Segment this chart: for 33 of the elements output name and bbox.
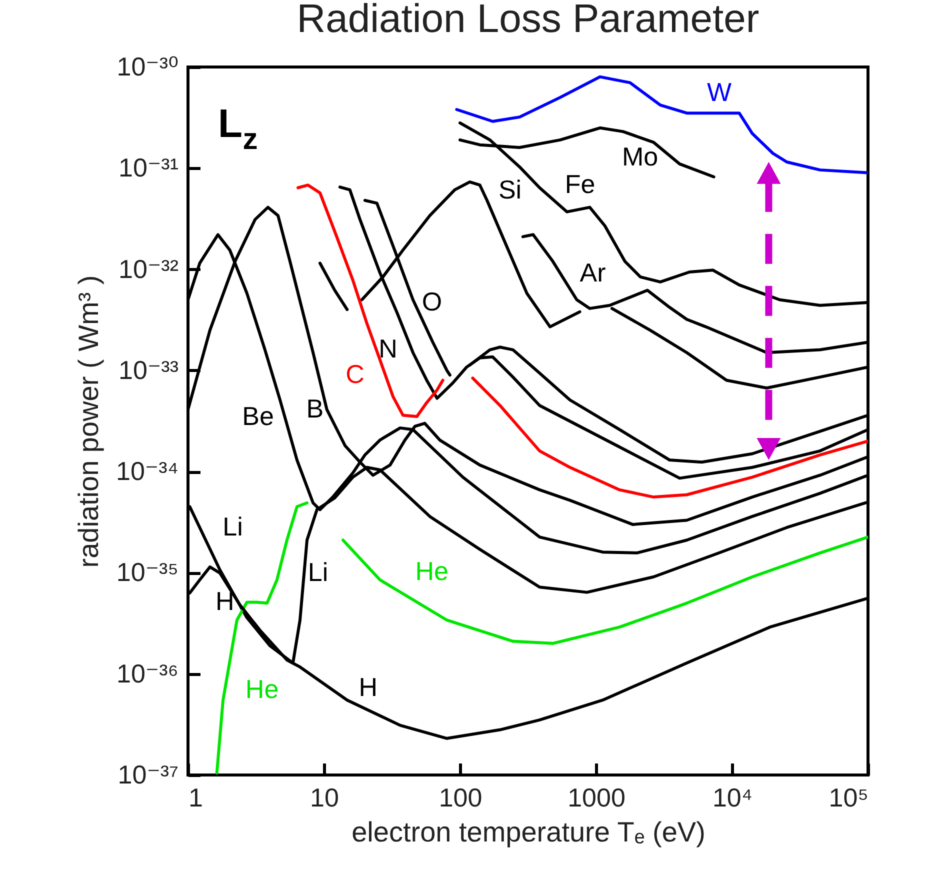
- series-label: H: [216, 586, 234, 616]
- series-label: C: [346, 358, 364, 389]
- text: H: [358, 672, 378, 702]
- y-tick-label: 10⁻³³: [118, 354, 179, 385]
- chart-title: Radiation Loss Parameter: [296, 0, 760, 41]
- series-label: W: [706, 77, 732, 108]
- y-tick-label: 10⁻³²: [118, 254, 179, 284]
- series-label: Be: [242, 401, 274, 432]
- series-label: Fe: [564, 168, 596, 199]
- x-tick-label: 10⁴: [712, 782, 753, 812]
- series-label: He: [415, 556, 449, 586]
- y-tick-label: 10⁻³⁴: [116, 456, 178, 486]
- series-label: Si: [498, 174, 522, 204]
- series-label: Ar: [580, 257, 606, 288]
- series-label: Mo: [622, 142, 658, 172]
- x-tick-label: 100: [438, 782, 482, 812]
- x-tick-label: 10⁵: [828, 782, 868, 812]
- y-tick-label: 10⁻³⁷: [118, 760, 178, 790]
- y-tick-label: 10⁻³⁵: [116, 557, 178, 588]
- x-tick-label: 1: [188, 782, 203, 812]
- text: Li: [222, 512, 243, 542]
- y-tick-label: 10⁻³⁶: [116, 658, 178, 688]
- x-tick-label: 10: [310, 782, 339, 812]
- y-tick-label: 10⁻³⁰: [116, 52, 178, 82]
- x-axis-title: electron temperature Tₑ (eV): [352, 816, 706, 848]
- y-tick-label: 10⁻³¹: [118, 152, 179, 183]
- y-axis-title: radiation power ( Wm³ ): [73, 275, 104, 568]
- x-tick-label: 1000: [568, 782, 626, 812]
- series-label: N: [378, 334, 398, 364]
- series-label: B: [306, 394, 324, 424]
- series-label: O: [422, 286, 442, 317]
- text: He: [245, 674, 279, 704]
- series-label: Li: [308, 557, 328, 588]
